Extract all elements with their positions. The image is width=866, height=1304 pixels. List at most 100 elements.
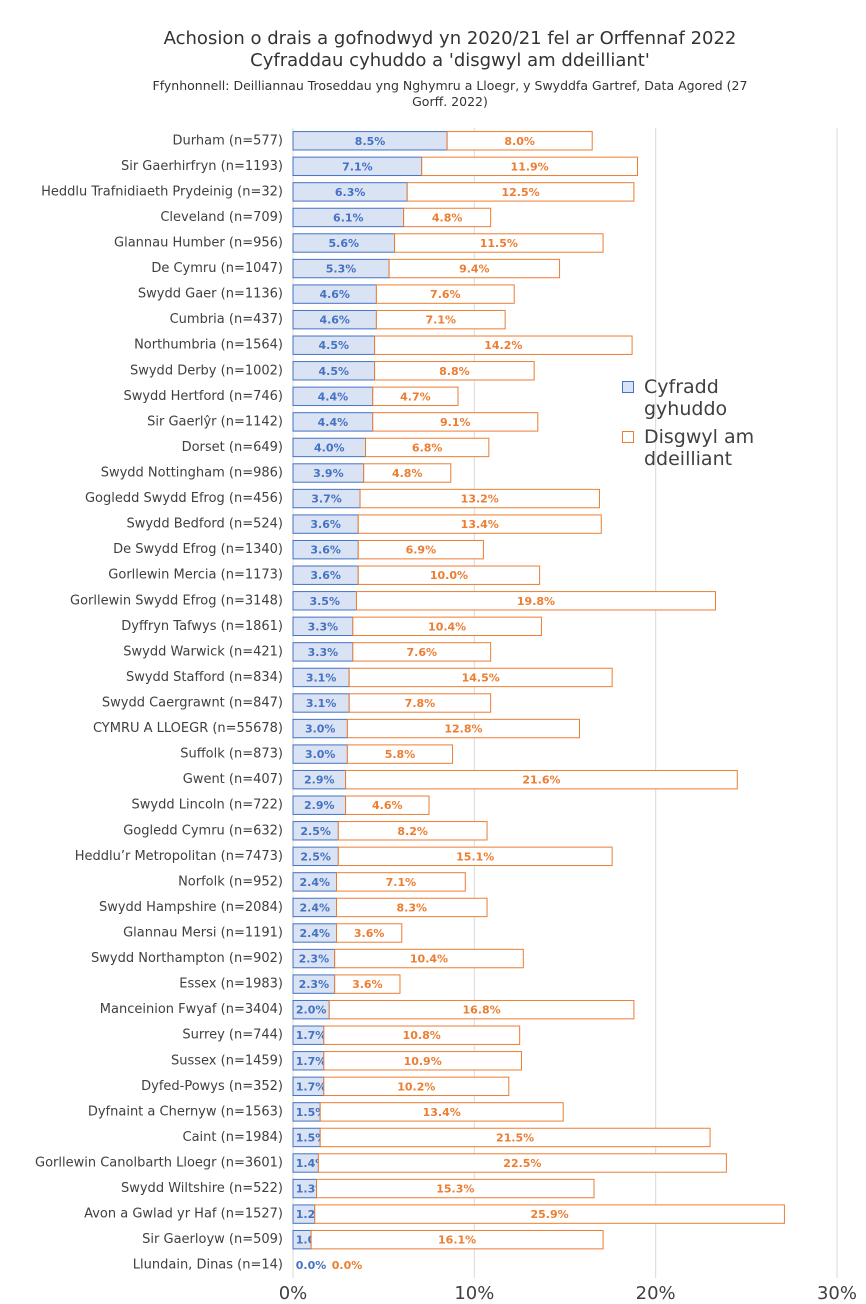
y-tick-label: Llundain, Dinas (n=14) bbox=[133, 1258, 283, 1273]
bar-segment bbox=[357, 565, 541, 585]
y-tick-label: Manceinion Fwyaf (n=3404) bbox=[100, 1002, 283, 1017]
value-label: 2.3% bbox=[299, 953, 330, 966]
y-tick-label: Avon a Gwlad yr Haf (n=1527) bbox=[84, 1207, 283, 1222]
y-tick-label: Swydd Caergrawnt (n=847) bbox=[102, 696, 283, 711]
y-tick-label: Northumbria (n=1564) bbox=[134, 338, 283, 353]
bar-segment bbox=[317, 1153, 727, 1173]
value-label: 3.0% bbox=[305, 723, 336, 736]
value-label: 0.0% bbox=[332, 1259, 363, 1272]
y-tick-label: Swydd Warwick (n=421) bbox=[123, 644, 283, 659]
x-tick-label: 30% bbox=[817, 1283, 857, 1304]
bar-segment bbox=[446, 131, 593, 151]
value-label: 21.6% bbox=[522, 774, 560, 787]
value-label: 8.5% bbox=[355, 135, 386, 148]
bar-segment bbox=[374, 361, 535, 381]
value-label: 12.5% bbox=[501, 186, 539, 199]
y-tick-label: Swydd Nottingham (n=986) bbox=[101, 466, 283, 481]
value-label: 3.6% bbox=[310, 518, 341, 531]
value-label: 8.3% bbox=[397, 901, 428, 914]
value-label: 13.2% bbox=[461, 493, 499, 506]
bar-segment bbox=[348, 667, 613, 688]
value-label: 9.4% bbox=[459, 263, 490, 276]
y-tick-label: Surrey (n=744) bbox=[182, 1028, 283, 1043]
y-tick-label: Dyfed-Powys (n=352) bbox=[141, 1079, 283, 1094]
y-tick-label: Sir Gaerlŷr (n=1142) bbox=[147, 414, 283, 429]
value-label: 2.5% bbox=[300, 825, 331, 838]
value-label: 5.6% bbox=[329, 237, 360, 250]
y-tick-label: Swydd Hampshire (n=2084) bbox=[99, 900, 283, 915]
value-label: 2.4% bbox=[300, 901, 331, 914]
bar-segment bbox=[323, 1076, 510, 1097]
y-tick-label: Sir Gaerloyw (n=509) bbox=[142, 1232, 283, 1247]
y-tick-label: Gorllewin Swydd Efrog (n=3148) bbox=[70, 593, 283, 608]
y-tick-label: Swydd Hertford (n=746) bbox=[123, 389, 283, 404]
y-tick-label: Gwent (n=407) bbox=[183, 772, 283, 787]
y-tick-label: De Swydd Efrog (n=1340) bbox=[113, 542, 283, 557]
value-label: 4.8% bbox=[432, 211, 463, 224]
value-label: 4.6% bbox=[372, 799, 403, 812]
bar-segment bbox=[406, 182, 635, 202]
value-label: 4.5% bbox=[319, 339, 350, 352]
bar-segment bbox=[372, 386, 459, 407]
value-label: 16.8% bbox=[463, 1004, 501, 1017]
value-label: 7.8% bbox=[405, 697, 436, 710]
value-label: 15.1% bbox=[456, 850, 494, 863]
bar-segment bbox=[345, 769, 738, 790]
value-label: 2.4% bbox=[300, 876, 331, 889]
y-tick-label: Essex (n=1983) bbox=[179, 977, 283, 992]
y-tick-label: Gorllewin Canolbarth Lloegr (n=3601) bbox=[35, 1156, 283, 1171]
value-label: 2.0% bbox=[296, 1004, 327, 1017]
y-tick-label: Durham (n=577) bbox=[173, 133, 283, 148]
value-label: 5.3% bbox=[326, 263, 357, 276]
bar-segment bbox=[365, 437, 490, 458]
value-label: 4.6% bbox=[319, 314, 350, 327]
y-tick-label: Swydd Derby (n=1002) bbox=[130, 363, 283, 378]
value-label: 10.4% bbox=[428, 620, 466, 633]
y-tick-label: Swydd Gaer (n=1136) bbox=[138, 287, 283, 302]
value-label: 12.8% bbox=[444, 723, 482, 736]
y-tick-label: Dyfnaint a Chernyw (n=1563) bbox=[88, 1104, 283, 1119]
value-label: 6.9% bbox=[406, 544, 437, 557]
chart-title: Achosion o drais a gofnodwyd yn 2020/21 … bbox=[163, 28, 737, 71]
y-tick-label: Dyffryn Tafwys (n=1861) bbox=[121, 619, 283, 634]
value-label: 3.3% bbox=[308, 620, 339, 633]
bar-segment bbox=[336, 897, 488, 918]
value-label: 11.5% bbox=[480, 237, 518, 250]
bar-segment bbox=[323, 1025, 521, 1045]
value-label: 4.5% bbox=[319, 365, 350, 378]
value-label: 4.6% bbox=[319, 288, 350, 301]
value-label: 3.1% bbox=[306, 697, 337, 710]
bar-segment bbox=[363, 463, 452, 483]
value-label: 2.5% bbox=[300, 850, 331, 863]
y-tick-label: Cumbria (n=437) bbox=[170, 312, 283, 327]
bar-segment bbox=[337, 821, 488, 841]
legend-label: Disgwyl am ddeilliant bbox=[644, 426, 755, 470]
legend-item: Cyfradd gyhuddo bbox=[622, 376, 802, 420]
value-label: 10.9% bbox=[404, 1055, 442, 1068]
value-label: 5.8% bbox=[385, 748, 416, 761]
y-tick-label: Gogledd Swydd Efrog (n=456) bbox=[85, 491, 283, 506]
value-label: 25.9% bbox=[531, 1208, 569, 1221]
bar-segment bbox=[388, 258, 561, 279]
value-label: 2.4% bbox=[300, 927, 331, 940]
x-tick-label: 10% bbox=[454, 1283, 494, 1304]
legend-item: Disgwyl am ddeilliant bbox=[622, 426, 802, 470]
y-tick-label: Swydd Lincoln (n=722) bbox=[132, 798, 283, 813]
y-tick-label: Heddlu’r Metropolitan (n=7473) bbox=[75, 849, 283, 864]
value-label: 22.5% bbox=[503, 1157, 541, 1170]
legend-swatch bbox=[622, 431, 634, 443]
bar-segment bbox=[359, 488, 600, 509]
value-label: 1.7% bbox=[296, 1055, 327, 1068]
value-label: 6.3% bbox=[335, 186, 366, 199]
value-label: 1.7% bbox=[296, 1080, 327, 1093]
bar-segment bbox=[337, 846, 613, 867]
bar-segment bbox=[352, 616, 542, 637]
value-label: 10.8% bbox=[403, 1029, 441, 1042]
y-tick-label: Swydd Bedford (n=524) bbox=[126, 517, 283, 532]
value-label: 16.1% bbox=[438, 1234, 476, 1247]
value-label: 4.7% bbox=[400, 390, 431, 403]
y-tick-label: Glannau Humber (n=956) bbox=[114, 236, 283, 251]
chart-subtitle: Ffynhonnell: Deilliannau Troseddau yng N… bbox=[152, 78, 748, 109]
bar-segment bbox=[310, 1229, 604, 1250]
